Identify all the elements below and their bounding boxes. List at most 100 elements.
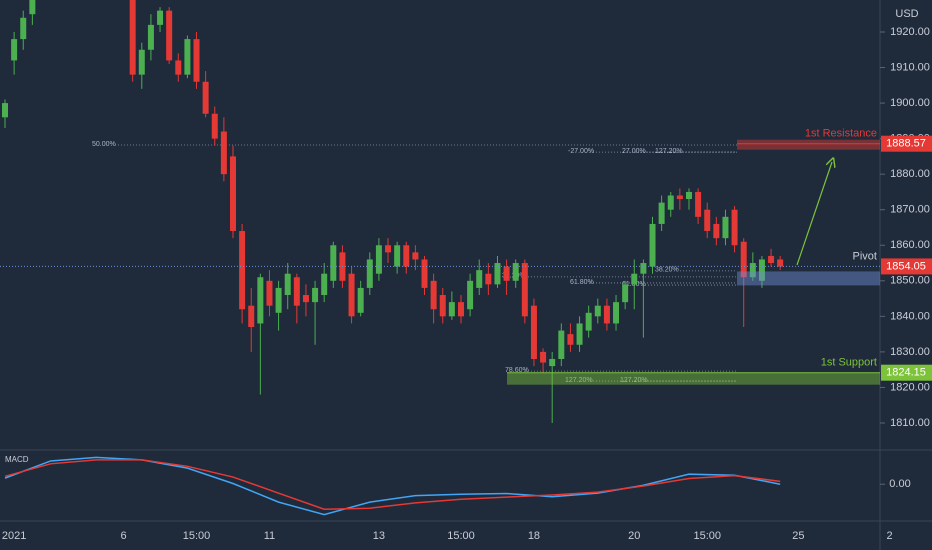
candle-body bbox=[512, 263, 519, 281]
candle-body bbox=[758, 259, 765, 281]
candle-body bbox=[293, 277, 300, 306]
fib-label: 61.80% bbox=[570, 279, 594, 286]
candle-body bbox=[549, 359, 556, 367]
candle-body bbox=[430, 280, 437, 310]
candle-body bbox=[138, 49, 145, 75]
level-name: 1st Support bbox=[821, 357, 877, 369]
y-tick-label: 1820.00 bbox=[890, 381, 930, 393]
y-tick-label: 1870.00 bbox=[890, 204, 930, 216]
candle-body bbox=[366, 259, 373, 288]
candle-body bbox=[631, 273, 638, 285]
candle-body bbox=[740, 241, 747, 278]
candle-body bbox=[284, 273, 291, 296]
candle-body bbox=[695, 191, 702, 217]
fib-label: -27.00% bbox=[568, 148, 594, 155]
candle-body bbox=[157, 10, 164, 25]
price-tag-label: 1888.57 bbox=[886, 138, 926, 150]
candle-body bbox=[193, 39, 200, 82]
candle-body bbox=[722, 216, 729, 239]
candle-body bbox=[777, 259, 784, 267]
x-tick-label: 20 bbox=[628, 530, 640, 542]
candle-body bbox=[594, 305, 601, 317]
x-tick-label: 13 bbox=[373, 530, 385, 542]
candle-body bbox=[129, 0, 136, 75]
level-zone bbox=[737, 271, 880, 286]
candle-body bbox=[421, 259, 428, 288]
price-tag-label: 1824.15 bbox=[886, 367, 926, 379]
candle-body bbox=[175, 60, 182, 75]
candle-body bbox=[603, 305, 610, 324]
fib-label: 38.20% bbox=[655, 267, 679, 274]
x-tick-label: 25 bbox=[792, 530, 804, 542]
price-tag bbox=[881, 135, 932, 152]
candle-body bbox=[403, 245, 410, 267]
level-zone bbox=[737, 139, 880, 150]
fib-label: 127.20% bbox=[565, 377, 593, 384]
x-tick-label: 15:00 bbox=[693, 530, 721, 542]
candle-body bbox=[266, 280, 273, 306]
candle-body bbox=[330, 245, 337, 281]
macd-pane bbox=[4, 456, 781, 516]
y-tick-label: 1920.00 bbox=[890, 26, 930, 38]
x-tick-label: 11 bbox=[264, 530, 275, 542]
candle-body bbox=[649, 223, 656, 267]
candle-body bbox=[229, 156, 236, 232]
candle-body bbox=[375, 245, 382, 274]
y-tick-label: 1850.00 bbox=[890, 275, 930, 287]
candle-body bbox=[530, 305, 537, 360]
candle-body bbox=[485, 273, 492, 285]
y-tick-label: 1810.00 bbox=[890, 417, 930, 429]
candle-body bbox=[239, 231, 246, 310]
y-tick-label: 1880.00 bbox=[890, 168, 930, 180]
x-tick-label: 15:00 bbox=[183, 530, 211, 542]
candle-body bbox=[184, 39, 191, 75]
x-tick-label: 18 bbox=[528, 530, 540, 542]
candle-body bbox=[540, 351, 547, 363]
x-tick-label: 15:00 bbox=[447, 530, 475, 542]
candle-body bbox=[676, 195, 683, 200]
candle-body bbox=[302, 295, 309, 303]
candle-body bbox=[147, 24, 154, 50]
candle-body bbox=[467, 280, 474, 310]
axes: 1810.001820.001830.001840.001850.001860.… bbox=[2, 26, 932, 542]
x-tick-label: 6 bbox=[120, 530, 126, 542]
candle-body bbox=[521, 263, 528, 317]
candle-body bbox=[321, 273, 328, 296]
candle-body bbox=[220, 131, 227, 175]
candle-body bbox=[713, 223, 720, 239]
candle-body bbox=[394, 245, 401, 267]
fib-label: 127.20% bbox=[655, 148, 683, 155]
candle-body bbox=[20, 17, 27, 40]
candle-body bbox=[768, 255, 775, 264]
candle-body bbox=[567, 334, 574, 345]
candle-body bbox=[704, 209, 711, 232]
candle-body bbox=[312, 287, 319, 303]
candle-body bbox=[29, 0, 36, 15]
candle-body bbox=[457, 302, 464, 317]
candle-body bbox=[2, 103, 8, 118]
level-name: 1st Resistance bbox=[805, 128, 877, 140]
macd-title: MACD bbox=[5, 455, 29, 464]
candle-body bbox=[11, 39, 18, 61]
y-tick-label: 1830.00 bbox=[890, 346, 930, 358]
candle-body bbox=[476, 270, 483, 288]
y-tick-label: 1860.00 bbox=[890, 239, 930, 251]
price-tag bbox=[881, 364, 932, 381]
level-name: Pivot bbox=[853, 250, 877, 262]
candle-body bbox=[585, 312, 592, 331]
y-tick-label: 1910.00 bbox=[890, 61, 930, 73]
currency: USD bbox=[895, 8, 918, 20]
y-tick-label: 0.00 bbox=[889, 478, 910, 490]
candle-body bbox=[613, 302, 620, 324]
candle-body bbox=[685, 191, 692, 200]
candle-body bbox=[667, 195, 674, 210]
candle-body bbox=[166, 10, 173, 61]
fib-label: 78.60% bbox=[505, 367, 529, 374]
candle-body bbox=[731, 209, 738, 246]
price-tag-label: 1854.05 bbox=[886, 260, 926, 272]
candle-body bbox=[275, 287, 282, 313]
candle-body bbox=[412, 252, 419, 260]
candle-body bbox=[211, 113, 218, 139]
macd-line bbox=[4, 459, 781, 511]
